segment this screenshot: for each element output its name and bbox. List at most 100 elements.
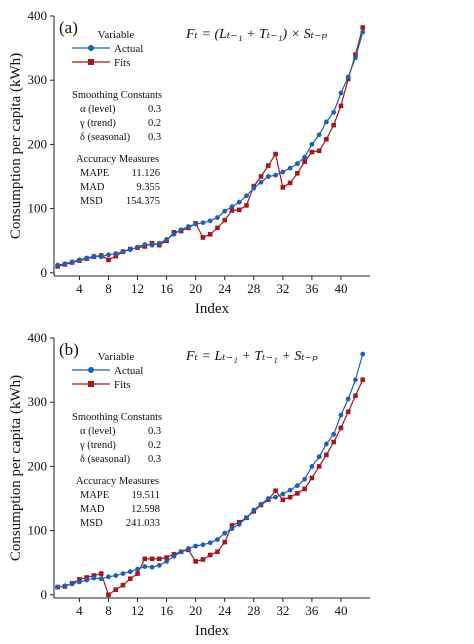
data-point-actual bbox=[229, 526, 235, 532]
smoothing-value: 0.2 bbox=[148, 440, 161, 451]
data-point-fits bbox=[331, 439, 336, 445]
data-point-actual bbox=[98, 576, 104, 582]
data-point-actual bbox=[164, 559, 169, 564]
data-point-fits bbox=[265, 163, 271, 168]
data-point-fits bbox=[91, 573, 97, 578]
data-point-actual bbox=[353, 55, 358, 61]
data-point-actual bbox=[280, 169, 286, 175]
data-point-fits bbox=[84, 575, 89, 580]
data-point-fits bbox=[324, 452, 329, 458]
data-point-fits bbox=[135, 571, 140, 576]
data-point-actual bbox=[360, 29, 366, 35]
y-axis-title: Consumption per capita (kWh) bbox=[8, 375, 24, 561]
data-point-fits bbox=[215, 549, 220, 555]
accuracy-value: 11.126 bbox=[132, 168, 161, 179]
data-point-actual bbox=[345, 396, 351, 402]
data-point-actual bbox=[178, 549, 184, 555]
smoothing-label: γ (trend) bbox=[79, 440, 116, 451]
data-point-actual bbox=[171, 553, 177, 559]
data-point-fits bbox=[200, 235, 206, 240]
data-point-actual bbox=[113, 251, 119, 256]
smoothing-value: 0.3 bbox=[148, 454, 161, 465]
y-tick-label: 400 bbox=[28, 8, 48, 23]
data-point-actual bbox=[287, 487, 293, 493]
x-tick-label: 12 bbox=[131, 603, 144, 618]
data-point-fits bbox=[338, 103, 344, 109]
legend-entry: Fits bbox=[114, 379, 131, 391]
x-tick-label: 4 bbox=[76, 603, 83, 618]
data-point-actual bbox=[69, 581, 75, 587]
accuracy-value: 19.511 bbox=[132, 490, 161, 501]
x-tick-label: 8 bbox=[105, 603, 112, 618]
x-tick-label: 32 bbox=[276, 603, 289, 618]
data-point-actual bbox=[193, 543, 199, 549]
model-formula: Fₜ = (Lₜ₋₁ + Tₜ₋₁) × Sₜ₋ₚ bbox=[185, 27, 328, 42]
accuracy-label: MSD bbox=[80, 196, 103, 207]
data-point-fits bbox=[360, 377, 366, 383]
x-tick-label: 4 bbox=[76, 281, 83, 296]
x-tick-label: 16 bbox=[160, 281, 174, 296]
data-point-fits bbox=[222, 217, 228, 223]
data-point-actual bbox=[244, 515, 249, 521]
data-point-fits bbox=[207, 552, 213, 558]
data-point-actual bbox=[280, 491, 286, 497]
data-point-actual bbox=[258, 501, 264, 507]
smoothing-value: 0.3 bbox=[148, 132, 161, 143]
accuracy-label: MAPE bbox=[80, 490, 109, 501]
accuracy-label: MAD bbox=[80, 182, 105, 193]
data-point-actual bbox=[207, 540, 213, 546]
smoothing-label: γ (trend) bbox=[79, 118, 116, 129]
data-point-fits bbox=[338, 425, 344, 431]
x-tick-label: 40 bbox=[334, 603, 347, 618]
data-point-actual bbox=[84, 255, 90, 261]
data-point-actual bbox=[294, 483, 300, 489]
x-tick-label: 32 bbox=[276, 281, 289, 296]
smoothing-value: 0.3 bbox=[148, 426, 161, 437]
data-point-actual bbox=[55, 584, 61, 590]
data-point-fits bbox=[273, 488, 278, 494]
y-tick-label: 200 bbox=[28, 136, 48, 151]
data-point-actual bbox=[309, 463, 315, 469]
panel-label: (a) bbox=[59, 18, 78, 37]
data-point-actual bbox=[273, 172, 278, 178]
data-point-actual bbox=[324, 441, 329, 447]
data-point-actual bbox=[338, 90, 344, 96]
data-point-actual bbox=[338, 412, 344, 418]
data-point-actual bbox=[273, 494, 278, 500]
data-point-fits bbox=[280, 497, 286, 503]
data-point-fits bbox=[120, 582, 126, 588]
accuracy-value: 154.375 bbox=[126, 196, 160, 207]
data-point-actual bbox=[156, 240, 162, 246]
x-tick-label: 40 bbox=[334, 281, 347, 296]
data-point-actual bbox=[360, 351, 366, 357]
data-point-actual bbox=[244, 193, 249, 199]
data-point-actual bbox=[149, 242, 155, 248]
smoothing-label: α (level) bbox=[80, 426, 116, 437]
y-tick-label: 0 bbox=[41, 587, 48, 602]
data-point-fits bbox=[149, 556, 155, 562]
data-point-actual bbox=[127, 569, 133, 575]
legend-marker-square bbox=[88, 381, 94, 387]
data-point-actual bbox=[77, 579, 82, 585]
data-point-fits bbox=[207, 231, 213, 237]
data-point-fits bbox=[229, 208, 235, 213]
data-point-actual bbox=[258, 179, 264, 185]
y-tick-label: 300 bbox=[28, 72, 48, 87]
data-point-fits bbox=[113, 253, 119, 259]
data-point-actual bbox=[62, 261, 68, 267]
data-point-fits bbox=[164, 555, 169, 560]
data-point-fits bbox=[331, 122, 336, 128]
legend-entry: Actual bbox=[114, 365, 143, 377]
accuracy-value: 241.033 bbox=[126, 518, 160, 529]
data-point-fits bbox=[360, 25, 366, 30]
data-point-fits bbox=[127, 576, 133, 582]
data-point-fits bbox=[222, 539, 228, 545]
data-point-actual bbox=[106, 574, 111, 580]
data-point-fits bbox=[200, 557, 206, 562]
smoothing-label: δ (seasonal) bbox=[80, 132, 131, 143]
x-tick-label: 12 bbox=[131, 281, 144, 296]
data-point-actual bbox=[200, 542, 206, 548]
accuracy-title: Accuracy Measures bbox=[76, 154, 159, 165]
y-axis-title: Consumption per capita (kWh) bbox=[8, 53, 24, 239]
data-point-actual bbox=[185, 224, 191, 229]
